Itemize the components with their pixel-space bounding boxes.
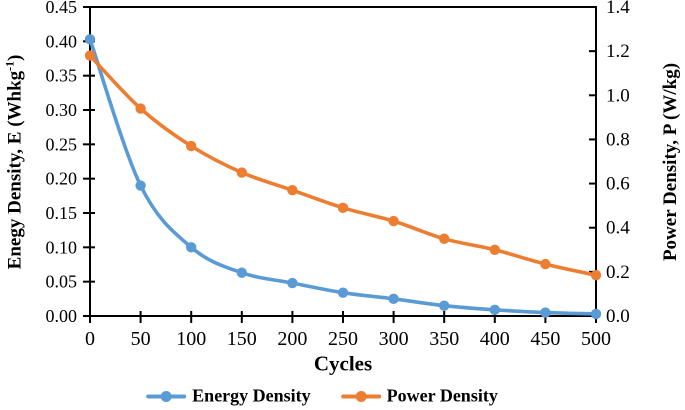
left-axis-tick-label: 0.40 (46, 31, 78, 51)
energy-density-line-marker-icon (146, 390, 187, 402)
energy-density-marker (186, 242, 197, 253)
power-density-marker (287, 184, 298, 196)
right-axis-tick-label: 0.2 (606, 262, 630, 283)
energy-density-marker (439, 300, 450, 311)
left-axis-tick-label: 0.00 (46, 306, 78, 326)
x-axis-tick-label: 250 (328, 328, 358, 350)
x-axis-tick-label: 50 (131, 328, 151, 350)
left-y-axis-title-text: Enegy Density, E (Whkg (4, 70, 26, 270)
left-axis-tick-label: 0.25 (46, 134, 78, 154)
legend: Energy Density Power Density (146, 386, 498, 407)
x-axis-title: Cycles (313, 351, 373, 376)
power-density-dot-icon (355, 390, 367, 402)
energy-density-marker (337, 287, 349, 298)
left-axis-tick-label: 0.05 (46, 272, 78, 292)
left-axis-tick-label: 0.20 (46, 169, 78, 189)
legend-label-energy-density: Energy Density (192, 385, 311, 406)
energy-density-dot-icon (160, 390, 172, 402)
energy-density-marker (540, 307, 551, 318)
power-density-marker (540, 258, 551, 270)
energy-density-line (88, 37, 598, 316)
legend-item-energy-density: Energy Density (146, 386, 311, 407)
x-axis-tick-label: 0 (85, 328, 95, 350)
left-y-axis-title: Enegy Density, E (Whkg-1) (3, 55, 26, 270)
power-density-line-marker-icon (340, 390, 381, 402)
right-axis-tick-label: 1.2 (606, 41, 630, 62)
legend-item-power-density: Power Density (340, 385, 498, 407)
x-axis-tick-label: 500 (581, 328, 611, 350)
energy-density-marker (489, 304, 500, 316)
left-axis-tick-label: 0.15 (46, 203, 78, 223)
power-density-marker (388, 215, 399, 227)
right-axis-tick-label: 0.6 (606, 174, 630, 195)
power-density-marker (135, 103, 146, 114)
power-density-marker (590, 269, 602, 281)
x-axis-tick-label: 450 (530, 328, 560, 350)
left-y-axis-title-close: ) (4, 54, 26, 62)
power-density-line (88, 53, 598, 277)
x-axis-tick-label: 150 (227, 328, 257, 350)
left-axis-tick-label: 0.35 (46, 66, 78, 86)
energy-density-marker (388, 293, 399, 305)
x-axis-tick-label: 200 (277, 328, 307, 350)
energy-density-marker (135, 180, 146, 191)
power-density-marker (439, 233, 450, 244)
power-density-marker (236, 167, 247, 178)
left-axis-tick-label: 0.45 (46, 0, 78, 17)
right-axis-tick-label: 1.4 (606, 0, 630, 18)
plot-frame (89, 6, 597, 317)
power-density-marker (337, 202, 349, 214)
right-axis-tick-label: 1.0 (606, 85, 630, 106)
energy-density-marker (590, 308, 602, 320)
power-density-marker (489, 244, 500, 255)
left-y-axis-title-superscript: -1 (3, 61, 17, 71)
left-axis-tick-label: 0.30 (46, 100, 78, 120)
energy-density-marker (287, 277, 298, 289)
x-axis-tick-label: 300 (379, 328, 409, 350)
right-y-axis-title: Power Density, P (W/kg) (660, 62, 681, 262)
legend-label-power-density: Power Density (386, 385, 498, 406)
power-density-marker (186, 140, 197, 152)
right-axis-tick-label: 0.0 (606, 306, 630, 327)
x-axis-tick-label: 350 (429, 328, 459, 350)
energy-density-marker (236, 267, 247, 278)
energy-density-marker (84, 34, 96, 45)
power-density-marker (84, 50, 96, 61)
right-axis-tick-label: 0.4 (606, 218, 630, 239)
x-axis-tick-label: 400 (480, 328, 510, 350)
x-axis-tick-label: 100 (176, 328, 206, 350)
left-axis-tick-label: 0.10 (46, 237, 78, 257)
right-axis-tick-label: 0.8 (606, 129, 630, 150)
